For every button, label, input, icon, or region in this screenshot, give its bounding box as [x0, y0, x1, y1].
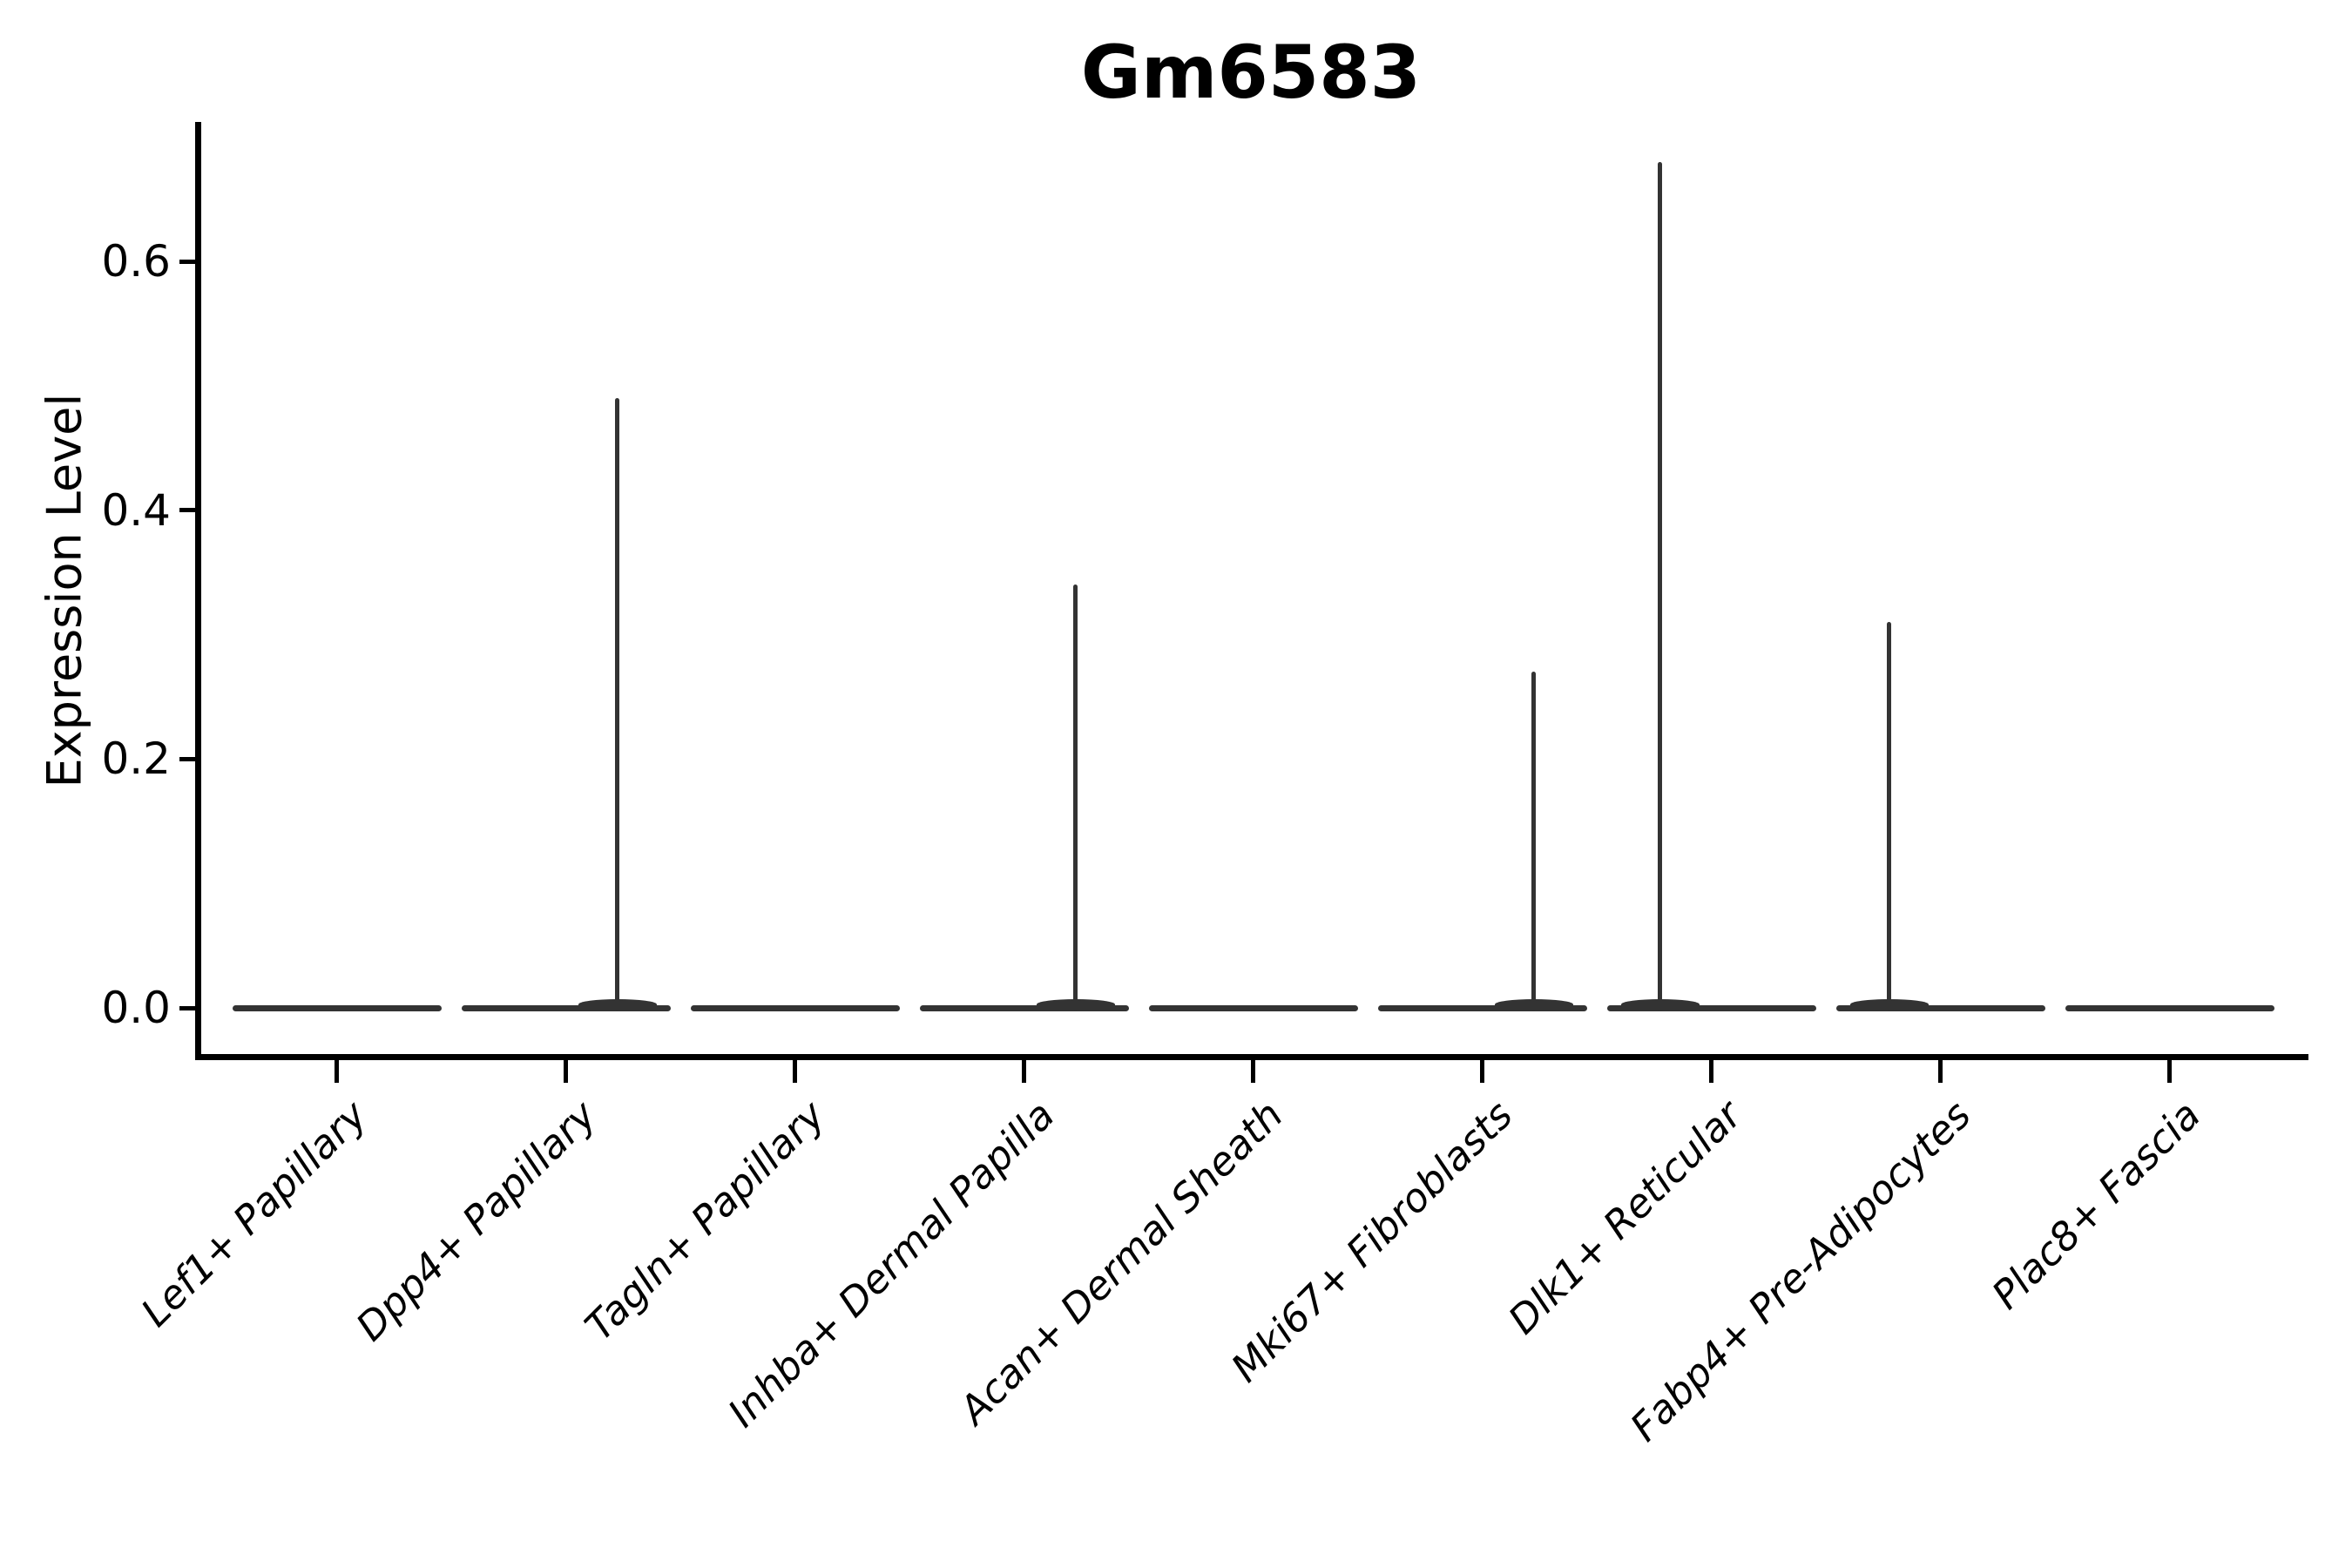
y-tick-label: 0.2 [101, 733, 171, 785]
x-tick-mark [1251, 1060, 1256, 1083]
y-tick-mark [179, 756, 195, 761]
violin-body [690, 1004, 900, 1011]
y-tick-mark [179, 259, 195, 264]
x-tick-mark [1709, 1060, 1714, 1083]
violin-body [232, 1004, 442, 1011]
y-tick-mark [179, 1005, 195, 1010]
x-tick-mark [335, 1060, 339, 1083]
violin-body [1606, 1004, 1816, 1011]
violin-tail-spike [1073, 585, 1078, 1011]
x-tick-mark [793, 1060, 798, 1083]
violin-tail-spike [1531, 672, 1537, 1011]
x-tick-label: Dlk1+ Reticular [1499, 1092, 1751, 1343]
y-tick-mark [179, 508, 195, 513]
y-axis-label: Expression Level [37, 393, 92, 788]
violin-body [1148, 1004, 1358, 1011]
x-tick-label: Plac8+ Fascia [1982, 1092, 2209, 1319]
x-tick-label: Lef1+ Papillary [132, 1092, 376, 1336]
x-tick-label: Tagln+ Papillary [576, 1092, 835, 1350]
x-tick-mark [1022, 1060, 1027, 1083]
x-axis-spine [195, 1054, 2308, 1060]
violin-body [461, 1004, 671, 1011]
violin-tail-spike [1658, 161, 1663, 1011]
violin-body [2065, 1004, 2274, 1011]
violin-body [919, 1004, 1129, 1011]
violin-tail-spike [615, 398, 620, 1011]
x-tick-label: Dpp4+ Papillary [347, 1092, 605, 1350]
x-tick-mark [1938, 1060, 1943, 1083]
y-tick-label: 0.4 [101, 484, 171, 536]
x-tick-mark [1480, 1060, 1485, 1083]
violin-body [1835, 1004, 2045, 1011]
y-tick-label: 0.0 [101, 983, 171, 1033]
violin-tail-spike [1887, 622, 1892, 1011]
y-tick-label: 0.6 [101, 236, 171, 287]
x-tick-mark [564, 1060, 569, 1083]
violin-body [1377, 1004, 1587, 1011]
x-tick-mark [2167, 1060, 2173, 1083]
y-axis-spine [195, 122, 201, 1060]
chart-title: Gm6583 [1080, 30, 1422, 115]
